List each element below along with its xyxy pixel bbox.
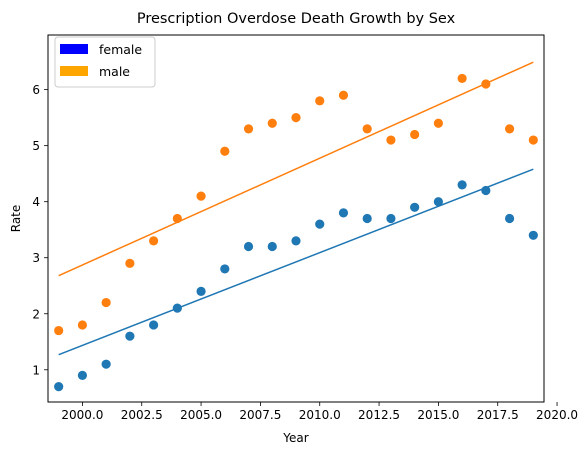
y-tick-label: 6 bbox=[32, 83, 40, 97]
point-male bbox=[243, 124, 254, 134]
point-female bbox=[457, 180, 467, 190]
point-female bbox=[386, 213, 396, 224]
point-female bbox=[504, 213, 515, 224]
point-male bbox=[220, 146, 230, 156]
y-tick-label: 3 bbox=[32, 251, 40, 265]
legend-swatch-male bbox=[60, 66, 88, 76]
point-female bbox=[528, 230, 538, 240]
point-female bbox=[101, 359, 111, 369]
x-axis-label: Year bbox=[282, 431, 308, 445]
point-male bbox=[338, 90, 349, 100]
x-tick-label: 2017.5 bbox=[477, 408, 519, 422]
x-tick-label: 2000.0 bbox=[61, 408, 103, 422]
point-male bbox=[504, 124, 515, 134]
legend: female male bbox=[54, 36, 156, 88]
y-tick-label: 5 bbox=[32, 139, 40, 153]
point-female bbox=[125, 331, 135, 341]
point-female bbox=[433, 197, 443, 207]
x-tick-label: 2015.0 bbox=[417, 408, 459, 422]
point-female bbox=[196, 286, 206, 296]
trendline-male bbox=[58, 61, 534, 277]
point-female bbox=[338, 208, 349, 218]
y-tick-label: 4 bbox=[32, 195, 40, 209]
point-male bbox=[196, 191, 206, 201]
point-male bbox=[410, 129, 420, 140]
point-female bbox=[315, 219, 325, 229]
legend-label-female: female bbox=[99, 42, 142, 57]
plot-area bbox=[54, 61, 538, 392]
point-male bbox=[54, 325, 64, 336]
point-male bbox=[315, 96, 325, 106]
point-female bbox=[410, 202, 420, 212]
point-female bbox=[172, 303, 182, 313]
axes: 2000.0 2002.5 2005.0 2007.5 2010.0 2012.5 2015… bbox=[32, 83, 578, 422]
trendline-female bbox=[58, 168, 534, 356]
y-tick-label: 1 bbox=[32, 363, 40, 377]
chart-title: Prescription Overdose Death Growth by Se… bbox=[137, 11, 456, 27]
point-female bbox=[291, 236, 301, 246]
y-tick-label: 2 bbox=[32, 307, 40, 321]
point-female bbox=[77, 370, 88, 380]
point-male bbox=[433, 118, 443, 128]
point-male bbox=[267, 118, 277, 128]
point-female bbox=[243, 241, 254, 252]
y-axis-label: Rate bbox=[9, 205, 23, 233]
x-tick-label: 2002.5 bbox=[121, 408, 163, 422]
x-tick-label: 2012.5 bbox=[358, 408, 400, 422]
x-tick-label: 2007.5 bbox=[239, 408, 281, 422]
point-male bbox=[77, 320, 88, 330]
x-tick-label: 2020.0 bbox=[536, 408, 578, 422]
axes-frame bbox=[47, 34, 545, 403]
legend-label-male: male bbox=[99, 64, 130, 79]
point-male bbox=[528, 135, 538, 145]
x-tick-label: 2010.0 bbox=[299, 408, 341, 422]
point-female bbox=[54, 381, 64, 392]
point-female bbox=[149, 320, 159, 330]
point-female bbox=[220, 264, 230, 274]
point-male bbox=[481, 79, 491, 89]
point-male bbox=[386, 135, 396, 145]
point-female bbox=[267, 241, 277, 252]
point-male bbox=[291, 113, 301, 123]
point-male bbox=[149, 236, 159, 246]
x-tick-label: 2005.0 bbox=[180, 408, 222, 422]
point-male bbox=[457, 73, 467, 84]
point-female bbox=[481, 185, 491, 196]
point-male bbox=[172, 213, 182, 224]
point-male bbox=[101, 297, 111, 308]
legend-swatch-female bbox=[60, 44, 88, 54]
point-male bbox=[125, 258, 135, 268]
point-male bbox=[362, 124, 372, 134]
point-female bbox=[362, 213, 372, 224]
